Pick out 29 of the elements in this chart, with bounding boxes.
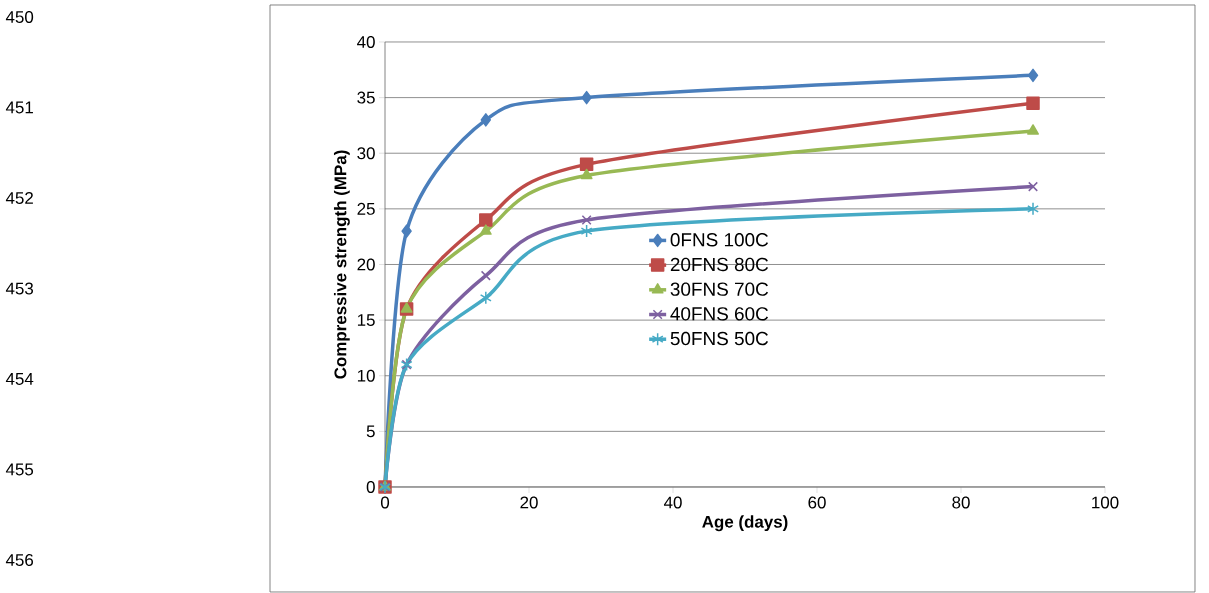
x-tick-label: 60 [808,496,826,509]
y-tick-label: 15 [357,314,375,327]
y-tick-label: 30 [357,147,375,160]
y-tick-label: 5 [366,425,375,438]
legend-label: 40FNS 60C [670,307,769,321]
y-tick-label: 0 [366,480,375,493]
y-tick-label: 25 [357,202,375,215]
y-tick-label: 10 [357,369,375,382]
text: 451 [5,101,33,114]
legend-label: 30FNS 70C [670,282,769,296]
y-axis-title: Compressive strength (MPa) [333,150,350,379]
x-tick-label: 80 [952,496,970,509]
y-tick-label: 20 [357,258,375,271]
text: 455 [5,463,34,476]
text: 454 [5,373,34,385]
legend-label: 50FNS 50C [670,331,769,346]
x-axis-title: Age (days) [702,515,788,532]
text: 456 [5,553,34,566]
x-tick-label: 100 [1092,496,1119,509]
y-tick-label: 35 [357,91,375,104]
text: 452 [5,191,33,204]
x-tick-label: 40 [663,496,682,509]
legend-label: 0FNS 100C [670,233,769,247]
text: 450 [5,10,34,23]
legend-label: 20FNS 80C [670,257,769,272]
x-tick-label: 20 [520,496,538,509]
x-tick-label: 0 [380,496,390,509]
text: 453 [5,282,34,295]
y-tick-label: 40 [357,35,375,48]
